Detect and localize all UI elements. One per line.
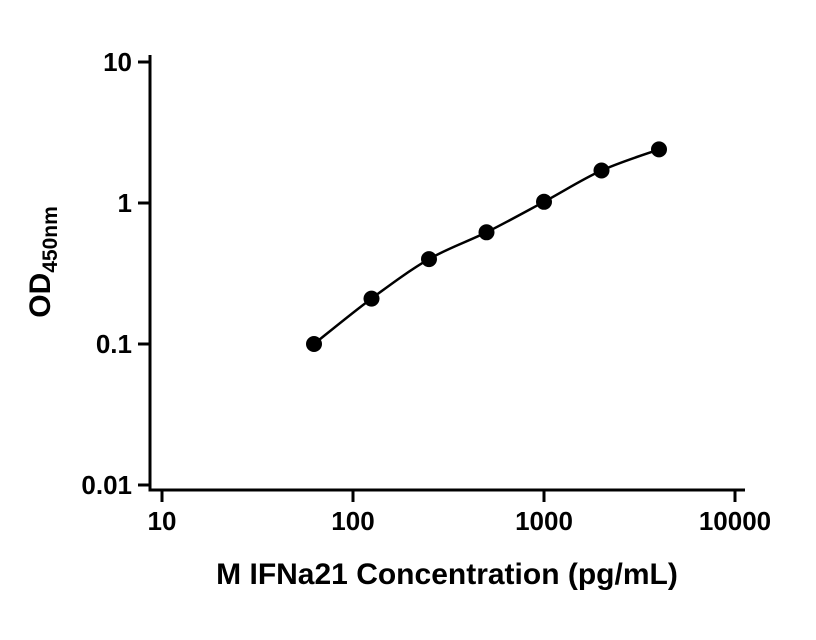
data-point [478,224,495,241]
y-tick-label: 0.1 [96,329,132,359]
x-tick-label: 10000 [699,506,771,536]
data-point [421,251,437,268]
y-tick-label: 1 [118,188,132,218]
data-point [593,162,610,179]
data-point [651,141,667,158]
y-axis-label: OD450nm [24,206,62,318]
x-tick-label: 1000 [515,506,573,536]
y-axis-label-subscript: 450nm [39,206,62,273]
x-tick-label: 10 [148,506,177,536]
data-point [536,193,552,210]
x-tick-label: 100 [331,506,374,536]
y-tick-label: 10 [103,47,132,77]
data-point [306,336,322,352]
data-point [363,290,380,307]
fit-curve [313,148,660,345]
y-tick-label: 0.01 [81,470,132,500]
x-axis-label: M IFNa21 Concentration (pg/mL) [216,558,678,591]
plot-layer [306,141,667,352]
y-axis-label-main: OD [24,273,57,318]
axes-layer: 10 100 1000 10000 10 1 0.1 0.01 [81,47,771,536]
